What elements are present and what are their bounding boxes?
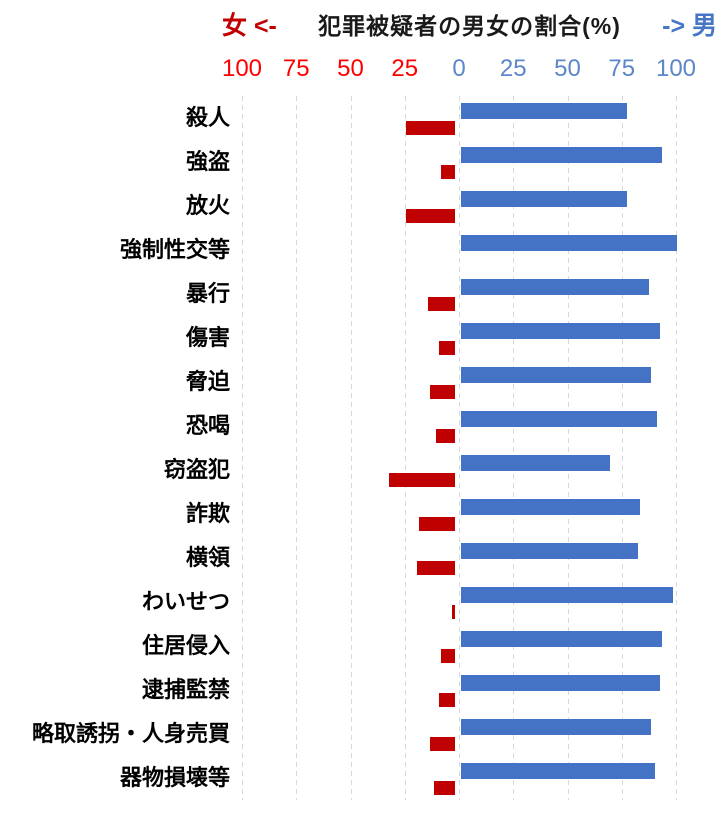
category-row <box>234 140 721 184</box>
male-bar <box>461 719 651 735</box>
male-bar <box>461 367 651 383</box>
male-bar <box>461 631 662 647</box>
chart-title: 犯罪被疑者の男女の割合(%) <box>318 13 621 39</box>
category-label: 逮捕監禁 <box>141 677 230 702</box>
female-bar <box>406 121 455 135</box>
category-row <box>234 360 721 404</box>
male-bar <box>461 235 677 251</box>
category-row <box>234 712 721 756</box>
category-label: 略取誘拐・人身売買 <box>31 721 230 746</box>
gridline <box>459 96 460 800</box>
female-bar <box>416 561 455 575</box>
category-label: 暴行 <box>185 281 230 306</box>
title-male-direction-label: -> 男 <box>662 12 717 40</box>
chart-header: 女 <- 犯罪被疑者の男女の割合(%) -> 男 <box>222 6 717 42</box>
male-bar <box>461 411 658 427</box>
gridline <box>567 96 569 800</box>
female-bar <box>436 429 455 443</box>
female-bar <box>388 473 455 487</box>
gridline <box>676 96 677 800</box>
female-bar <box>427 297 455 311</box>
female-bar <box>440 649 455 663</box>
category-row <box>234 228 721 272</box>
female-bar <box>429 737 455 751</box>
male-bar <box>461 279 649 295</box>
category-row <box>234 756 721 800</box>
male-bar <box>461 455 610 471</box>
category-label: 強制性交等 <box>119 237 230 262</box>
category-row <box>234 668 721 712</box>
category-row <box>234 316 721 360</box>
plot-area <box>234 96 721 800</box>
category-row <box>234 492 721 536</box>
category-row <box>234 624 721 668</box>
gridline <box>513 96 515 800</box>
category-label: 詐欺 <box>185 501 230 526</box>
male-bar <box>461 191 628 207</box>
x-axis-tick-labels: 100 75 50 25 0 25 50 75 100 <box>222 55 721 85</box>
female-bar <box>438 693 455 707</box>
gridline <box>242 96 243 800</box>
axis-tick-label: 75 <box>282 55 310 82</box>
category-label: 窃盗犯 <box>163 457 230 482</box>
axis-tick-label: 25 <box>391 55 419 82</box>
female-bar <box>429 385 455 399</box>
category-row <box>234 580 721 624</box>
axis-tick-label: 50 <box>337 55 364 82</box>
category-row <box>234 184 721 228</box>
male-bar <box>461 103 628 119</box>
axis-tick-label: 50 <box>554 55 581 82</box>
male-bar <box>461 587 673 603</box>
category-label: 横領 <box>185 545 230 570</box>
category-row <box>234 404 721 448</box>
male-bar <box>461 323 660 339</box>
male-bar <box>461 499 641 515</box>
category-row <box>234 96 721 140</box>
axis-tick-label: 100 <box>221 55 263 82</box>
female-bar <box>419 517 455 531</box>
female-bar <box>440 165 455 179</box>
female-bar <box>406 209 455 223</box>
gridline <box>296 96 298 800</box>
category-label: 放火 <box>185 193 230 218</box>
category-row <box>234 448 721 492</box>
category-row <box>234 272 721 316</box>
gridline <box>621 96 623 800</box>
male-bar <box>461 675 660 691</box>
male-bar <box>461 147 662 163</box>
category-label: 脅迫 <box>185 369 230 394</box>
male-bar <box>461 543 638 559</box>
female-bar <box>438 341 455 355</box>
category-label: わいせつ <box>141 589 230 614</box>
category-label: 住居侵入 <box>141 633 230 658</box>
category-label: 恐喝 <box>185 413 230 438</box>
gridline <box>350 96 352 800</box>
axis-tick-label: 100 <box>655 55 697 82</box>
category-label: 傷害 <box>185 325 230 350</box>
category-row <box>234 536 721 580</box>
category-label: 強盗 <box>185 149 230 174</box>
female-bar <box>451 605 455 619</box>
axis-tick-label: 75 <box>608 55 636 82</box>
title-female-direction-label: 女 <- <box>222 12 277 40</box>
gridline <box>404 96 406 800</box>
category-label: 器物損壊等 <box>119 765 230 790</box>
axis-tick-label: 0 <box>452 55 466 82</box>
female-bar <box>434 781 455 795</box>
axis-tick-label: 25 <box>499 55 527 82</box>
category-label: 殺人 <box>185 105 230 130</box>
male-bar <box>461 763 656 779</box>
category-axis-labels: 殺人強盗放火強制性交等暴行傷害脅迫恐喝窃盗犯詐欺横領わいせつ住居侵入逮捕監禁略取… <box>0 96 232 800</box>
